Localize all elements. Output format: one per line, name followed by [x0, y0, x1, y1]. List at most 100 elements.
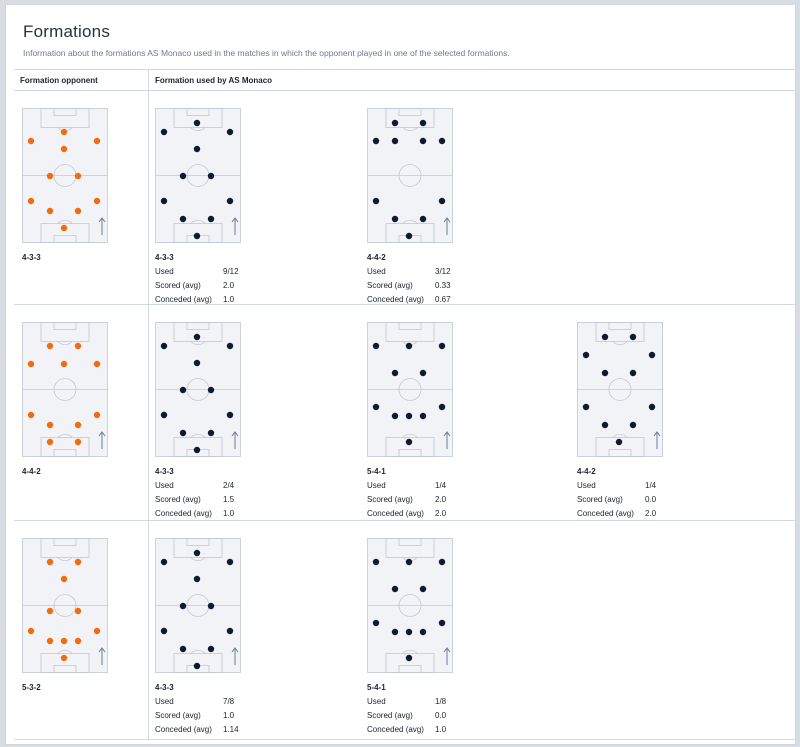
opponent-formation-pitch	[22, 322, 108, 457]
player-dot	[372, 342, 380, 350]
conceded-value: 1.0	[223, 295, 235, 304]
player-dot	[193, 446, 201, 454]
player-dot	[629, 421, 637, 429]
used-value: 1/8	[435, 697, 447, 706]
used-label: Used	[155, 697, 174, 706]
table-row: 5-3-2 4-3-3 Used 7/8 Scored (avg) 1.0 Conceded…	[14, 521, 795, 740]
player-dot	[226, 627, 234, 635]
player-dot	[615, 438, 623, 446]
scored-value: 0.33	[435, 281, 451, 290]
attack-direction-arrow-icon	[98, 647, 106, 665]
column-divider	[148, 521, 149, 739]
player-dot	[27, 360, 35, 368]
attack-direction-arrow-icon	[231, 647, 239, 665]
player-dot	[60, 224, 68, 232]
player-dot	[193, 359, 201, 367]
player-dot	[582, 351, 590, 359]
player-dot	[405, 654, 413, 662]
player-dot	[27, 627, 35, 635]
player-dot	[438, 342, 446, 350]
player-dot	[46, 558, 54, 566]
player-dot	[179, 645, 187, 653]
player-dot	[193, 119, 201, 127]
player-dot	[226, 197, 234, 205]
scored-value: 0.0	[435, 711, 447, 720]
opponent-formation-name: 4-3-3	[22, 253, 41, 262]
player-dot	[405, 232, 413, 240]
used-label: Used	[155, 267, 174, 276]
table-header: Formation opponent Formation used by AS …	[14, 70, 795, 91]
scored-label: Scored (avg)	[367, 711, 413, 720]
conceded-value: 0.67	[435, 295, 451, 304]
attack-direction-arrow-icon	[653, 431, 661, 449]
player-dot	[74, 207, 82, 215]
player-dot	[419, 628, 427, 636]
player-dot	[160, 411, 168, 419]
player-dot	[74, 438, 82, 446]
player-dot	[207, 215, 215, 223]
player-dot	[601, 369, 609, 377]
team-formation-name: 5-4-1	[367, 683, 386, 692]
conceded-label: Conceded (avg)	[367, 725, 424, 734]
conceded-value: 2.0	[435, 509, 447, 518]
attack-direction-arrow-icon	[231, 217, 239, 235]
player-dot	[46, 342, 54, 350]
player-dot	[391, 585, 399, 593]
column-divider	[148, 91, 149, 304]
opponent-formation-name: 5-3-2	[22, 683, 41, 692]
used-label: Used	[367, 697, 386, 706]
team-formation-cell: 5-4-1 Used 1/8 Scored (avg) 0.0 Conceded (avg…	[367, 538, 567, 738]
player-dot	[74, 421, 82, 429]
player-dot	[60, 360, 68, 368]
player-dot	[93, 627, 101, 635]
team-formation-pitch	[367, 538, 453, 673]
player-dot	[391, 215, 399, 223]
table-row: 4-3-3 4-3-3 Used 9/12 Scored (avg) 2.0 Concede…	[14, 91, 795, 305]
player-dot	[419, 215, 427, 223]
player-dot	[438, 403, 446, 411]
player-dot	[93, 197, 101, 205]
player-dot	[582, 403, 590, 411]
player-dot	[93, 360, 101, 368]
player-dot	[391, 137, 399, 145]
player-dot	[629, 333, 637, 341]
scored-value: 2.0	[223, 281, 235, 290]
player-dot	[160, 627, 168, 635]
player-dot	[193, 549, 201, 557]
player-dot	[207, 645, 215, 653]
team-formation-cell: 4-3-3 Used 7/8 Scored (avg) 1.0 Conceded (avg…	[155, 538, 355, 738]
player-dot	[74, 607, 82, 615]
player-dot	[226, 128, 234, 136]
player-dot	[160, 197, 168, 205]
column-header-used: Formation used by AS Monaco	[155, 76, 273, 85]
used-value: 1/4	[435, 481, 447, 490]
player-dot	[391, 628, 399, 636]
player-dot	[419, 119, 427, 127]
opponent-formation-name: 4-4-2	[22, 467, 41, 476]
player-dot	[160, 342, 168, 350]
player-dot	[405, 628, 413, 636]
player-dot	[46, 637, 54, 645]
player-dot	[179, 172, 187, 180]
used-label: Used	[367, 267, 386, 276]
opponent-formation-cell: 5-3-2	[22, 538, 122, 698]
opponent-formation-pitch	[22, 108, 108, 243]
scored-label: Scored (avg)	[155, 495, 201, 504]
player-dot	[372, 137, 380, 145]
team-formation-pitch	[155, 538, 241, 673]
scored-value: 1.5	[223, 495, 235, 504]
conceded-label: Conceded (avg)	[577, 509, 634, 518]
conceded-value: 1.0	[223, 509, 235, 518]
scored-value: 0.0	[645, 495, 657, 504]
player-dot	[179, 429, 187, 437]
player-dot	[193, 145, 201, 153]
player-dot	[60, 145, 68, 153]
scored-label: Scored (avg)	[367, 281, 413, 290]
player-dot	[179, 602, 187, 610]
player-dot	[419, 412, 427, 420]
team-formation-cell: 4-3-3 Used 2/4 Scored (avg) 1.5 Conceded (avg…	[155, 322, 355, 522]
scored-value: 2.0	[435, 495, 447, 504]
table-row: 4-4-2 4-3-3 Used 2/4 Scored (avg) 1.5 Conceded…	[14, 305, 795, 521]
team-formation-name: 4-3-3	[155, 253, 174, 262]
attack-direction-arrow-icon	[443, 431, 451, 449]
